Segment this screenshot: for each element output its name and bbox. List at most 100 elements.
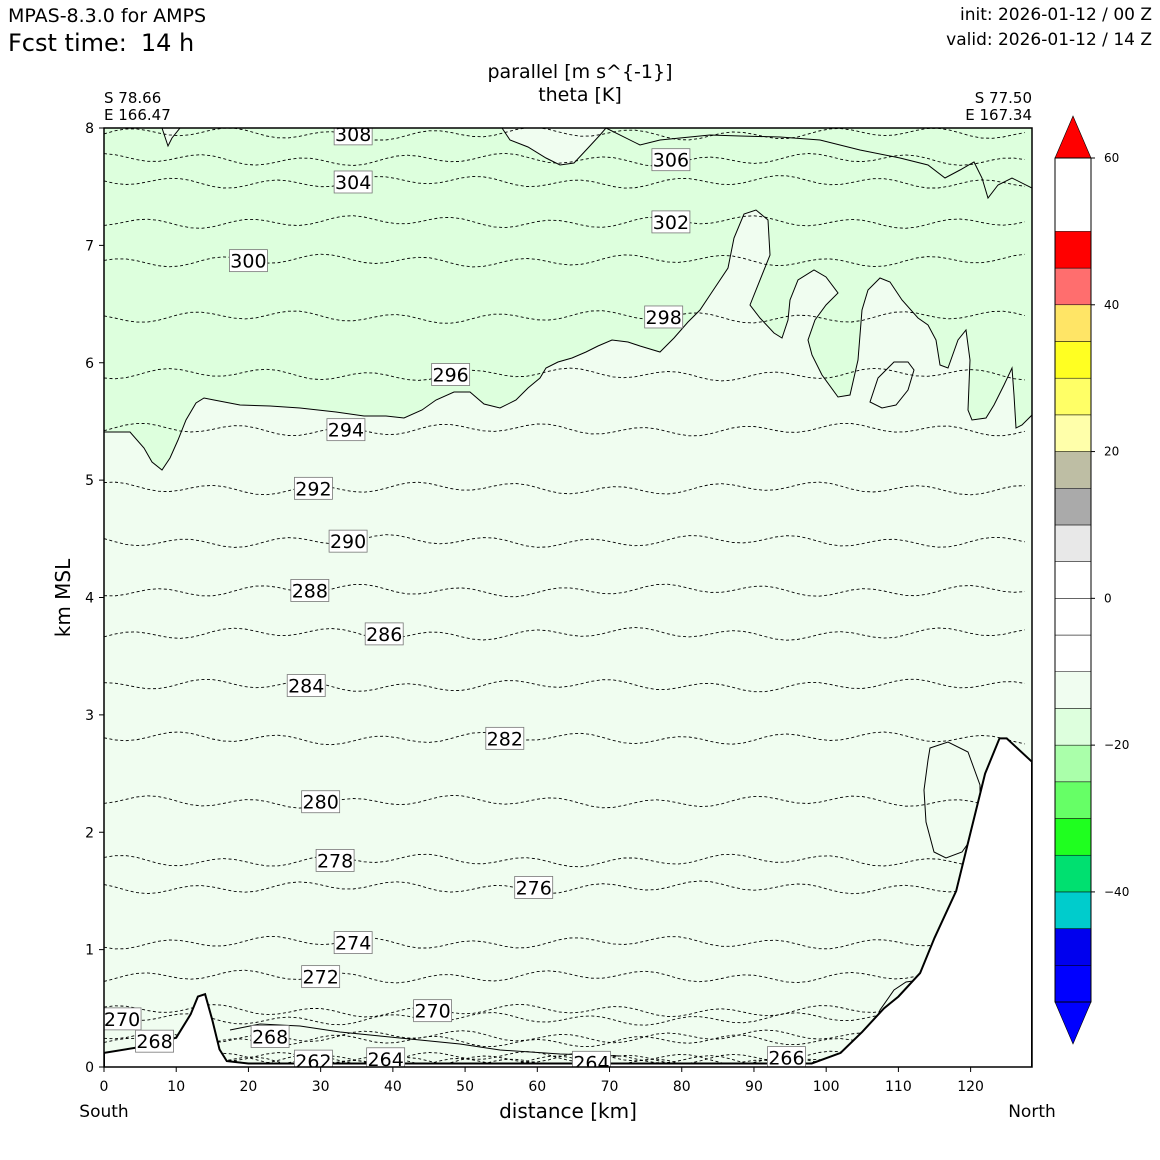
theta-isoline-label: 286 bbox=[364, 622, 404, 646]
colorbar-band bbox=[1054, 818, 1092, 856]
x-tick-label: 100 bbox=[813, 1079, 840, 1095]
theta-isoline-label: 308 bbox=[333, 124, 373, 146]
colorbar-tick-label: −20 bbox=[1104, 738, 1129, 752]
y-tick-label: 6 bbox=[85, 356, 94, 372]
isoline-label-box bbox=[135, 1029, 174, 1053]
theta-isoline-label: 272 bbox=[301, 965, 341, 989]
end-lat-label: S 77.50 bbox=[975, 89, 1032, 107]
isoline-label-text: 270 bbox=[104, 1009, 140, 1031]
theta-isoline-label: 292 bbox=[294, 476, 333, 500]
isoline-label-box bbox=[514, 876, 554, 899]
colorbar-band bbox=[1054, 414, 1092, 452]
plot-area: 308 306 304 302 300 298 296 294 292 290 288 286 284 2… bbox=[104, 124, 1032, 1074]
x-tick-label: 50 bbox=[456, 1079, 474, 1095]
strong-wind-region bbox=[104, 128, 1032, 471]
isoline-label-box bbox=[290, 579, 330, 602]
weak-wind-pocket bbox=[869, 361, 915, 409]
theta-isoline-label: 264 bbox=[572, 1050, 611, 1074]
colorbar-band bbox=[1054, 488, 1092, 526]
isoline-label-text: 276 bbox=[516, 877, 552, 899]
theta-isoline-label: 270 bbox=[413, 999, 452, 1023]
colorbar-band bbox=[1054, 231, 1092, 269]
isoline-label-box bbox=[286, 674, 326, 697]
theta-isoline bbox=[104, 422, 1025, 437]
theta-isoline bbox=[104, 794, 1025, 809]
theta-isoline bbox=[104, 731, 1025, 746]
surface-wind-contour bbox=[229, 1023, 621, 1057]
theta-isoline-label: 276 bbox=[514, 876, 554, 899]
isoline-label-box bbox=[651, 148, 691, 172]
isoline-label-text: 288 bbox=[292, 580, 328, 602]
theta-isoline-label: 266 bbox=[767, 1046, 806, 1067]
theta-isoline-label: 278 bbox=[315, 849, 355, 872]
forecast-time: Fcst time: 14 h bbox=[8, 29, 194, 57]
theta-isoline bbox=[104, 481, 1025, 496]
calm-region bbox=[923, 741, 981, 859]
y-tick-label: 8 bbox=[85, 121, 94, 137]
colorbar-tick-label: 0 bbox=[1104, 591, 1112, 605]
x-tick-label: 90 bbox=[745, 1079, 763, 1095]
x-tick-label: 30 bbox=[312, 1079, 330, 1095]
theta-isoline bbox=[104, 128, 1025, 141]
colorbar-band bbox=[1054, 928, 1092, 966]
theta-isoline-label: 270 bbox=[104, 1007, 142, 1031]
colorbar-band bbox=[1054, 781, 1092, 819]
isoline-label-box bbox=[301, 965, 341, 989]
init-time: init: 2026-01-12 / 00 Z bbox=[959, 5, 1152, 25]
theta-isoline bbox=[104, 310, 1025, 324]
theta-isoline bbox=[104, 367, 1025, 382]
isoline-label-text: 284 bbox=[288, 676, 324, 698]
isoline-label-box bbox=[413, 999, 452, 1023]
chart-title-line2: theta [K] bbox=[538, 84, 622, 106]
colorbar-band bbox=[1054, 267, 1092, 306]
forecast-time-value: 14 h bbox=[140, 29, 195, 57]
y-axis-label: km MSL bbox=[51, 558, 75, 637]
isoline-label-text: 264 bbox=[573, 1052, 609, 1074]
chart-title-line1: parallel [m s^{-1}] bbox=[487, 61, 672, 83]
colorbar-band bbox=[1054, 377, 1092, 416]
y-tick-label: 2 bbox=[85, 825, 94, 841]
theta-isoline-label: 302 bbox=[651, 210, 691, 234]
isoline-label-text: 304 bbox=[335, 172, 371, 194]
theta-isoline bbox=[104, 627, 1025, 641]
isoline-label-box bbox=[104, 1007, 142, 1031]
colorbar-frame bbox=[1054, 157, 1092, 1003]
isoline-label-box bbox=[301, 790, 341, 814]
isoline-label-text: 296 bbox=[433, 364, 469, 386]
theta-isoline bbox=[104, 1003, 1025, 1018]
y-tick-label: 4 bbox=[85, 591, 94, 607]
isoline-label-box bbox=[572, 1050, 611, 1067]
isoline-label-text: 270 bbox=[414, 1001, 450, 1023]
colorbar-extend-max bbox=[1054, 115, 1092, 159]
theta-isoline-label: 304 bbox=[333, 170, 373, 194]
isoline-label-box bbox=[366, 1047, 406, 1067]
isoline-label-box bbox=[485, 726, 525, 750]
isoline-label-text: 272 bbox=[303, 967, 339, 989]
theta-isoline bbox=[104, 1012, 1025, 1026]
isoline-label-text: 306 bbox=[653, 150, 689, 172]
isoline-label-text: 282 bbox=[487, 728, 523, 750]
colorbar-band bbox=[1054, 304, 1092, 342]
theta-isoline-label: 290 bbox=[328, 529, 368, 553]
colorbar-band bbox=[1054, 524, 1092, 562]
isoline-label-text: 268 bbox=[136, 1031, 172, 1053]
isoline-label-text: 298 bbox=[646, 307, 682, 329]
isoline-label-box bbox=[315, 849, 355, 872]
theta-isoline-labels: 308 306 304 302 300 298 296 294 292 290 288 286 284 2… bbox=[104, 124, 806, 1074]
theta-isoline bbox=[104, 853, 1025, 868]
isoline-label-text: 308 bbox=[335, 124, 371, 146]
x-tick-label: 20 bbox=[240, 1079, 258, 1095]
y-tick-label: 3 bbox=[85, 708, 94, 724]
isoline-label-text: 292 bbox=[295, 478, 331, 500]
theta-isoline-label: 262 bbox=[294, 1049, 333, 1067]
y-axis-ticks: 0 1 2 3 4 5 6 7 8 bbox=[85, 121, 104, 1076]
weak-wind-pocket bbox=[161, 128, 181, 148]
isoline-label-box bbox=[333, 931, 373, 954]
theta-isoline bbox=[104, 678, 1025, 693]
theta-isoline-label: 298 bbox=[644, 305, 684, 329]
forecast-time-label: Fcst time: bbox=[8, 29, 127, 57]
start-lat-label: S 78.66 bbox=[104, 89, 161, 107]
colorbar-band bbox=[1054, 965, 1092, 1003]
isoline-label-box bbox=[364, 622, 404, 646]
